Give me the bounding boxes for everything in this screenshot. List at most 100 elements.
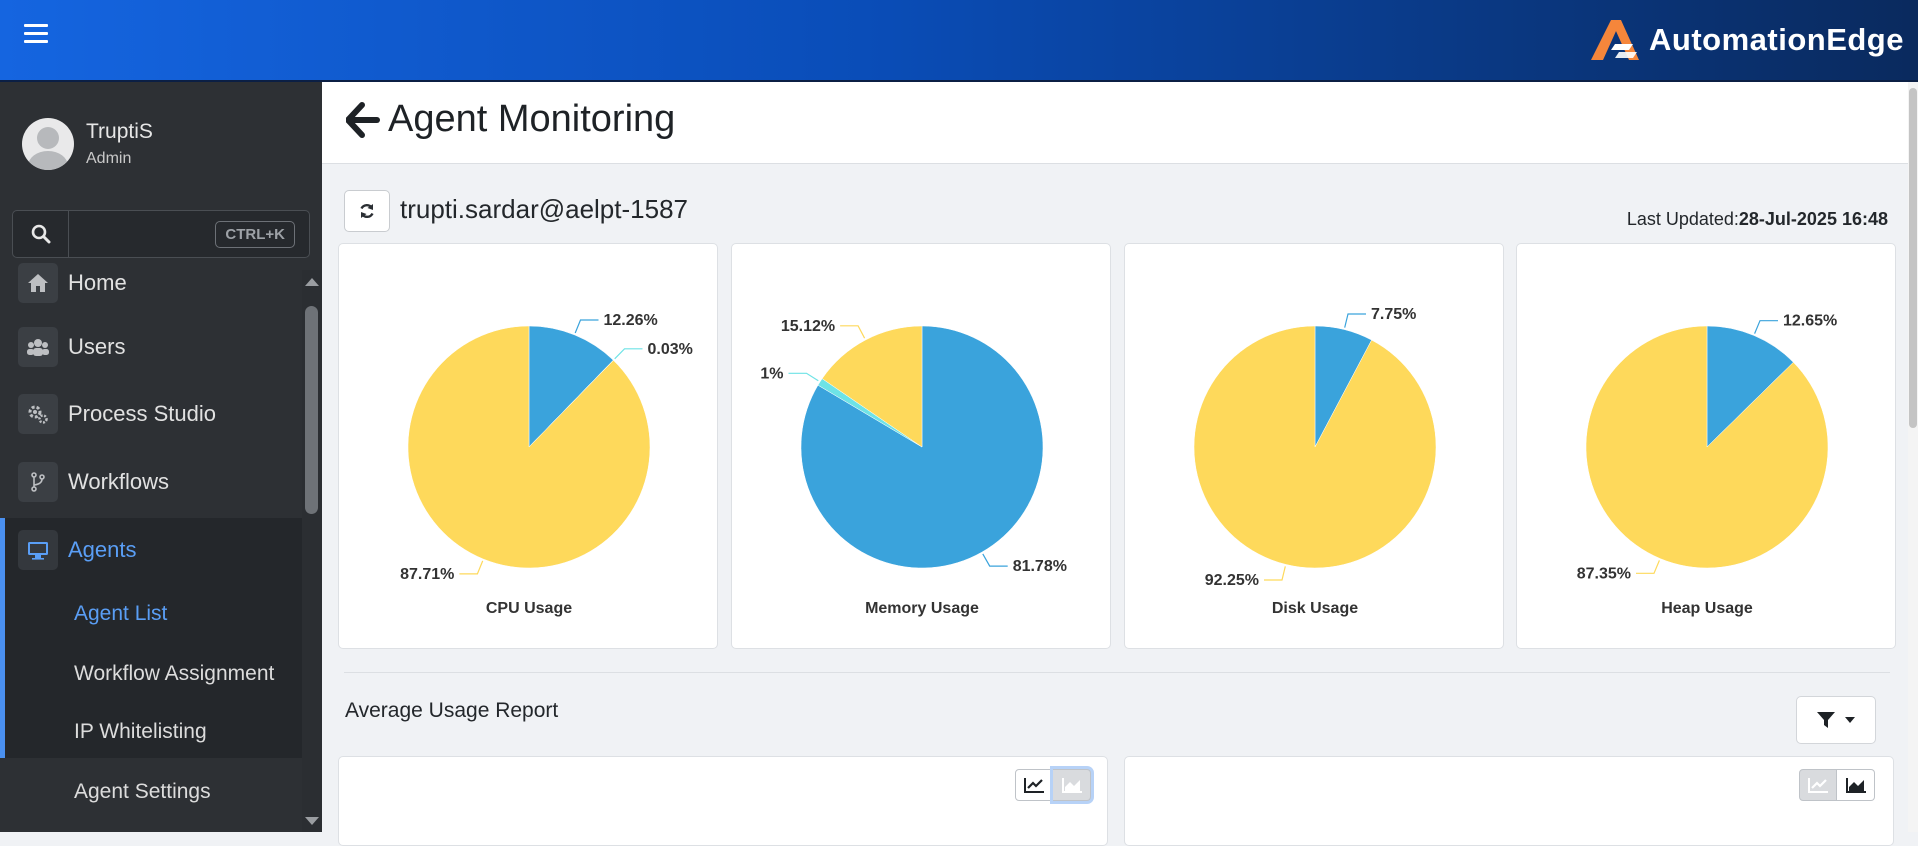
page-scrollbar-thumb[interactable] xyxy=(1909,88,1917,428)
area-chart-button[interactable] xyxy=(1837,769,1875,801)
heap-usage-card: 12.65% 87.35% Heap Usage xyxy=(1516,243,1896,649)
sidebar-subitem-ip-whitelisting[interactable]: IP Whitelisting xyxy=(74,720,207,743)
back-arrow-icon[interactable] xyxy=(345,102,380,143)
pie-data-label: 0.03% xyxy=(648,341,693,358)
pie-leader-line xyxy=(574,319,599,334)
agent-name: trupti.sardar@aelpt-1587 xyxy=(400,194,688,224)
search-input[interactable]: CTRL+K xyxy=(12,210,310,258)
caret-down-icon xyxy=(1845,717,1855,723)
filter-icon xyxy=(1817,712,1835,728)
disk-usage-chart: 7.75% 92.25% Disk Usage xyxy=(1193,306,1437,617)
pie-data-label: 87.35% xyxy=(1577,565,1631,582)
sidebar-subitem-agent-list[interactable]: Agent List xyxy=(74,602,168,625)
disk-usage-card: 7.75% 92.25% Disk Usage xyxy=(1124,243,1504,649)
usage-report-card-left xyxy=(338,756,1108,846)
pie-slice[interactable] xyxy=(1193,325,1437,569)
sidebar-item-label: Process Studio xyxy=(68,401,216,426)
pie-leader-line xyxy=(1344,313,1366,328)
top-bar: AutomationEdge xyxy=(0,0,1918,82)
sidebar-item-label: Home xyxy=(68,270,127,295)
sidebar-item-users[interactable]: Users xyxy=(0,318,302,376)
avatar xyxy=(22,118,74,170)
line-chart-icon xyxy=(1024,778,1044,793)
chart-title: Disk Usage xyxy=(1272,600,1358,617)
page-header: Agent Monitoring xyxy=(322,82,1908,164)
pie-slice[interactable] xyxy=(407,325,651,569)
search-icon xyxy=(13,211,69,257)
brand-logo: AutomationEdge xyxy=(1589,12,1904,68)
line-chart-icon xyxy=(1808,778,1828,793)
hamburger-menu-icon[interactable] xyxy=(24,24,48,46)
sidebar-subitem-workflow-assignment[interactable]: Workflow Assignment xyxy=(74,662,275,685)
refresh-button[interactable] xyxy=(344,190,390,232)
home-icon xyxy=(18,263,58,303)
section-divider xyxy=(344,672,1890,673)
usage-report-card-right xyxy=(1124,756,1894,846)
filter-dropdown-button[interactable] xyxy=(1796,696,1876,744)
pie-leader-line xyxy=(1754,320,1778,334)
area-chart-icon xyxy=(1061,778,1082,793)
chart-type-toggle xyxy=(1799,769,1875,801)
sidebar-subitem-agent-settings[interactable]: Agent Settings xyxy=(74,780,211,803)
page-title: Agent Monitoring xyxy=(388,98,676,140)
scroll-up-arrow-icon[interactable] xyxy=(305,278,319,286)
pie-leader-line xyxy=(1264,566,1286,581)
memory-usage-card: 81.78% 1% 15.12% Memory Usage xyxy=(731,243,1111,649)
pie-leader-line xyxy=(840,325,866,339)
pie-data-label: 87.71% xyxy=(400,566,454,583)
pie-leader-line xyxy=(788,372,819,382)
refresh-icon xyxy=(360,203,374,219)
pie-data-label: 12.26% xyxy=(604,312,658,329)
automationedge-logo-icon xyxy=(1591,20,1639,60)
pie-data-label: 92.25% xyxy=(1205,572,1259,589)
desktop-icon xyxy=(18,530,58,570)
report-title: Average Usage Report xyxy=(345,699,559,722)
pie-slice[interactable] xyxy=(821,325,923,448)
sidebar-item-process-studio[interactable]: Process Studio xyxy=(0,385,302,443)
last-updated: Last Updated:28-Jul-2025 16:48 xyxy=(1627,209,1888,230)
pie-slice[interactable] xyxy=(1585,325,1829,569)
area-chart-icon xyxy=(1845,778,1866,793)
pie-data-label: 81.78% xyxy=(1013,558,1067,575)
last-updated-label: Last Updated: xyxy=(1626,209,1739,229)
pie-leader-line xyxy=(982,553,1008,567)
sidebar-scrollbar-thumb[interactable] xyxy=(305,306,318,514)
user-role: Admin xyxy=(86,150,132,167)
users-icon xyxy=(18,327,58,367)
sidebar-item-agents[interactable]: Agents xyxy=(0,521,302,579)
chart-type-toggle xyxy=(1015,769,1091,801)
pie-leader-line xyxy=(614,348,643,360)
gears-icon xyxy=(18,394,58,434)
user-name: TruptiS xyxy=(86,120,153,143)
line-chart-button[interactable] xyxy=(1015,769,1053,801)
sidebar-item-workflows[interactable]: Workflows xyxy=(0,453,302,511)
sidebar-item-label: Users xyxy=(68,334,126,359)
heap-usage-chart: 12.65% 87.35% Heap Usage xyxy=(1577,313,1838,617)
cpu-usage-card: 12.26% 0.03% 87.71% CPU Usage xyxy=(338,243,718,649)
sidebar-item-home[interactable]: Home xyxy=(0,254,302,312)
area-chart-button[interactable] xyxy=(1053,769,1091,801)
page-scrollbar[interactable] xyxy=(1908,82,1918,832)
user-profile[interactable]: TruptiS Admin xyxy=(22,118,153,170)
pie-slice[interactable] xyxy=(800,325,1044,569)
sidebar-item-label: Agents xyxy=(68,537,137,562)
keyboard-shortcut-badge: CTRL+K xyxy=(215,221,295,248)
pie-slice[interactable] xyxy=(528,325,614,448)
chart-title: Memory Usage xyxy=(865,600,979,617)
pie-leader-line xyxy=(459,560,484,575)
pie-data-label: 7.75% xyxy=(1371,306,1416,323)
pie-data-label: 15.12% xyxy=(781,318,835,335)
pie-leader-line xyxy=(1636,560,1660,574)
branch-icon xyxy=(18,462,58,502)
pie-data-label: 1% xyxy=(760,365,783,382)
sidebar-item-label: Workflows xyxy=(68,469,170,494)
memory-usage-chart: 81.78% 1% 15.12% Memory Usage xyxy=(760,318,1067,617)
chart-title: CPU Usage xyxy=(486,600,572,617)
chart-title: Heap Usage xyxy=(1661,600,1753,617)
brand-name: AutomationEdge xyxy=(1649,22,1904,57)
cpu-usage-chart: 12.26% 0.03% 87.71% CPU Usage xyxy=(400,312,693,617)
pie-slice[interactable] xyxy=(1706,325,1794,448)
pie-data-label: 12.65% xyxy=(1783,313,1837,330)
scroll-down-arrow-icon[interactable] xyxy=(305,817,319,825)
line-chart-button[interactable] xyxy=(1799,769,1837,801)
